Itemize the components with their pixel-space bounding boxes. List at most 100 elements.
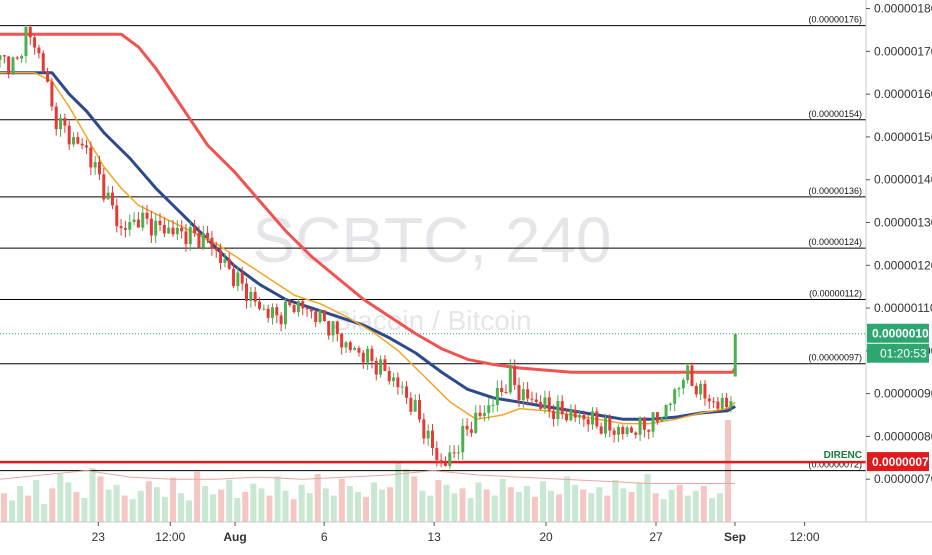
volume-bar	[379, 489, 386, 522]
x-tick-label: 12:00	[790, 530, 820, 544]
price-tags: 0.00000104 01:20:53 0.00000074	[867, 323, 932, 472]
candle-body	[59, 118, 63, 130]
candle-body	[478, 412, 482, 417]
volume-bar	[177, 493, 185, 522]
volume-bar	[218, 489, 225, 522]
candle-body	[344, 342, 348, 348]
volume-bar	[194, 471, 201, 522]
candle-body	[175, 227, 179, 235]
candle-body	[154, 220, 158, 236]
volume-bar	[33, 480, 40, 522]
volume-bar	[467, 498, 474, 522]
candle-body	[24, 26, 28, 56]
volume-bar	[515, 492, 522, 522]
pair-watermark: Siacoin / Bitcoin	[332, 305, 531, 336]
candle-body	[439, 460, 443, 464]
current-price-tag	[867, 323, 929, 343]
candle-body	[353, 348, 357, 351]
candle-body	[128, 222, 132, 230]
candle-body	[405, 386, 409, 398]
candle-body	[534, 399, 538, 403]
candle-body	[677, 388, 681, 390]
candle-body	[565, 414, 569, 421]
volume-bar	[451, 493, 458, 522]
candle-body	[253, 291, 257, 302]
volume-bar	[564, 476, 571, 522]
x-tick-label: 6	[321, 530, 328, 544]
candle-body	[115, 205, 119, 227]
candle-body	[266, 308, 270, 318]
candle-body	[448, 452, 452, 466]
volume-bar	[644, 474, 651, 522]
candle-body	[292, 305, 296, 313]
candle-body	[232, 268, 236, 287]
x-tick-label: 20	[539, 530, 553, 544]
volume-bar	[169, 477, 176, 522]
volume-bar	[290, 499, 297, 522]
candle-body	[357, 348, 361, 353]
volume-bar	[700, 486, 707, 522]
candle-body	[158, 220, 162, 225]
price-scale[interactable]: 0.000000700.000000800.000000900.00000100…	[866, 2, 932, 487]
candle-body	[599, 426, 603, 434]
candle-body	[664, 405, 668, 418]
support-price-label: 0.00000074	[872, 455, 932, 469]
volume-bar	[49, 488, 56, 522]
candle-body	[660, 417, 664, 422]
candle-body	[547, 397, 551, 411]
candle-body	[526, 389, 530, 399]
volume-bar	[612, 480, 619, 522]
volume-bar	[73, 492, 80, 522]
candle-body	[707, 398, 711, 402]
volume-bar	[81, 498, 88, 522]
volume-bar	[65, 482, 72, 522]
candle-body	[625, 427, 629, 435]
candle-body	[93, 162, 97, 168]
candle-body	[123, 228, 127, 230]
fib-level-label: (0.00000176)	[808, 15, 862, 25]
candle-body	[612, 430, 616, 435]
levels-layer: (0.00000176) (0.00000154) (0.00000136) (0.0…	[0, 15, 866, 472]
x-tick-label: Sep	[724, 530, 746, 544]
candle-body	[530, 398, 534, 400]
candle-body	[690, 365, 694, 386]
time-scale[interactable]: 23 12:00 Aug 6 13 20 27 Sep 12:00	[92, 522, 820, 544]
candle-body	[426, 430, 430, 439]
volume-bar	[266, 495, 273, 522]
volume-bar	[539, 481, 546, 522]
candle-body	[37, 47, 41, 54]
volume-bar	[427, 495, 434, 522]
candle-body	[54, 106, 58, 130]
volume-bar	[556, 494, 563, 522]
volume-bar	[186, 500, 193, 522]
candle-body	[180, 227, 184, 232]
volume-bar	[17, 486, 24, 522]
candle-body	[621, 426, 625, 435]
volume-bar	[459, 488, 466, 522]
volume-bar	[306, 493, 313, 522]
volume-bar	[668, 489, 675, 522]
candle-body	[521, 389, 525, 401]
volume-bar	[161, 496, 168, 522]
candle-body	[595, 411, 599, 427]
candle-body	[262, 308, 266, 310]
volume-bar	[395, 462, 402, 522]
candle-body	[275, 307, 279, 316]
volume-bar	[137, 490, 144, 522]
candle-body	[136, 219, 140, 228]
y-tick-label: 0.00000070	[874, 472, 932, 486]
y-tick-label: 0.00000140	[874, 173, 932, 187]
candle-body	[608, 417, 612, 431]
candle-body	[712, 401, 716, 403]
candle-body	[681, 380, 685, 389]
candle-body	[89, 147, 93, 168]
candle-body	[582, 414, 586, 420]
candle-body	[162, 224, 166, 234]
volume-bar	[588, 493, 595, 522]
volume-bar	[282, 490, 289, 522]
volume-bar	[620, 488, 627, 522]
candle-body	[733, 333, 737, 377]
candle-body	[400, 386, 404, 388]
volume-bar	[387, 487, 394, 522]
